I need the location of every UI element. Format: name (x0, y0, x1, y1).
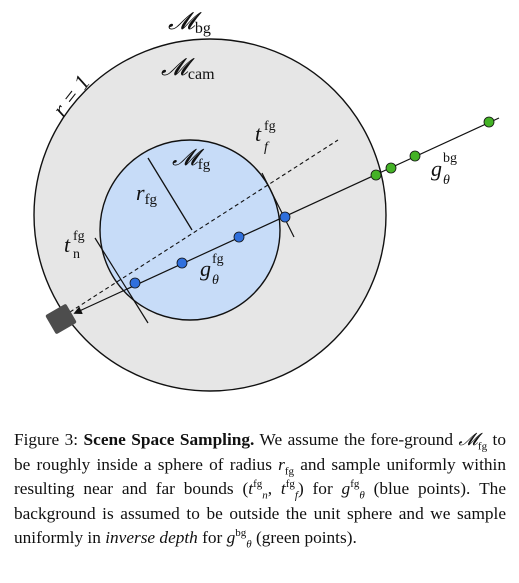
caption-math: t (248, 479, 254, 498)
label-g-bg: g bg θ (431, 151, 457, 188)
caption-math-sup: fg (253, 478, 263, 491)
green-sample-point (385, 162, 397, 174)
caption-math-sub: θ (359, 489, 365, 502)
figure-caption: Figure 3: Scene Space Sampling. We assum… (14, 428, 506, 551)
caption-text: to be roughly inside a sphere of radius (14, 430, 506, 474)
label-g-fg: g fg θ (200, 252, 224, 288)
caption-italic-phrase: inverse depth (105, 528, 198, 547)
far-bound-line (261, 172, 295, 238)
svg-text:fg: fg (212, 252, 224, 267)
label-m-bg: 𝓜bg (168, 9, 211, 37)
near-bound-line (94, 237, 149, 324)
blue-sample-point (129, 277, 141, 289)
caption-math-sub: n (262, 489, 268, 502)
caption-text: (green points). (251, 528, 357, 547)
svg-text:g: g (431, 156, 442, 181)
caption-math-sub: f (294, 489, 298, 502)
caption-math: g (226, 528, 236, 547)
caption-text: and sample uniformly within resulting ne… (14, 454, 506, 499)
caption-figure-label: Figure 3: (14, 430, 79, 449)
svg-text:θ: θ (443, 173, 450, 188)
svg-text:n: n (73, 247, 80, 262)
blue-sample-point (279, 211, 291, 223)
svg-text:bg: bg (443, 151, 457, 166)
caption-text: ) for (297, 479, 342, 498)
label-t-f: t fg f (255, 119, 276, 155)
caption-text: for (197, 528, 227, 547)
blue-sample-point (176, 257, 188, 269)
green-sample-point (483, 116, 495, 128)
caption-math-sup: fg (350, 478, 360, 491)
svg-text:t: t (64, 232, 71, 257)
svg-text:g: g (200, 256, 211, 281)
svg-text:fg: fg (73, 229, 85, 244)
caption-text: We assume the fore-ground (254, 430, 459, 449)
green-sample-point (409, 150, 421, 162)
label-r-fg: rfg (136, 180, 158, 208)
blue-sample-point (233, 231, 245, 243)
camera-icon (45, 304, 77, 334)
svg-text:θ: θ (212, 273, 219, 288)
caption-math-sub: fg (477, 440, 488, 453)
caption-math: r (278, 454, 285, 474)
caption-math: t (280, 479, 286, 498)
caption-math: 𝓜 (458, 430, 478, 449)
scene-sampling-diagram: 𝓜bg 𝓜cam r = 1 𝓜fg rfg t fg f t fg n g f… (33, 9, 500, 392)
caption-math-sup: bg (235, 527, 247, 540)
caption-math-sub: fg (284, 464, 295, 477)
caption-math-sup: fg (285, 478, 295, 491)
label-t-n: t fg n (64, 229, 85, 262)
caption-math-sub: θ (246, 538, 252, 551)
caption-text: , (267, 479, 281, 498)
svg-text:f: f (264, 140, 270, 155)
green-sample-point (370, 169, 382, 181)
svg-text:t: t (255, 121, 262, 146)
caption-math: g (341, 479, 351, 498)
caption-title: Scene Space Sampling. (83, 430, 255, 449)
caption-text: (blue points). The background is assumed… (14, 479, 506, 547)
radius-fg-line (147, 157, 193, 231)
foreground-sphere (99, 139, 281, 321)
svg-text:fg: fg (264, 119, 276, 134)
